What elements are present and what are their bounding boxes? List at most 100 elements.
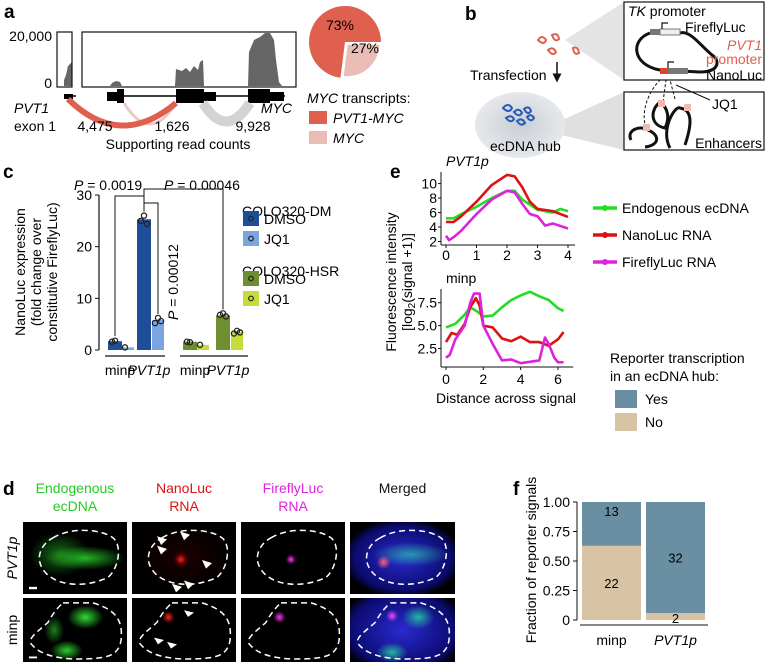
- legend-swatch-no: [615, 413, 637, 431]
- y-tick-label: 0.50: [543, 553, 570, 569]
- data-point: [236, 329, 244, 336]
- nucleus-outline: [358, 603, 450, 659]
- pvalue-3: P = 0.00012: [165, 244, 181, 320]
- pvt1-exon: [64, 94, 73, 99]
- pie-label-27: 27%: [351, 40, 379, 56]
- read-count-1: 4,475: [77, 118, 112, 134]
- plot-title: minp: [446, 270, 477, 286]
- panel-f-stacked-bar: Fraction of reporter signals Reporter tr…: [523, 350, 745, 648]
- panel-label-d: d: [3, 479, 15, 500]
- data-point: [111, 337, 119, 344]
- pvt1-promoter-label: PVT1: [727, 37, 762, 53]
- y-tick-label: 0.75: [543, 524, 570, 540]
- panel-a-pie: 73%27%: [308, 5, 381, 78]
- arrowhead-icon: [184, 610, 194, 617]
- myc-exon1: [107, 92, 117, 101]
- fireflyluc-label: FireflyLuc: [685, 19, 746, 35]
- y-tick-label: 8: [429, 190, 437, 206]
- data-point: [186, 338, 194, 346]
- y-tick-0: 0: [44, 75, 52, 91]
- svg-text:Fluorescence intensity: Fluorescence intensity: [383, 212, 399, 351]
- bar-COLO320-DM-JQ1-PVT1p: [152, 320, 164, 350]
- ecdna-icons: [501, 104, 536, 126]
- data-point: [108, 338, 116, 345]
- panel-d-headers: Endogenous ecDNA NanoLuc RNA FireflyLuc RNA Me…: [36, 480, 427, 514]
- x-tick-label: PVT1p: [207, 362, 250, 378]
- x-tick-label: PVT1p: [128, 362, 171, 378]
- data-point: [157, 317, 165, 325]
- y-tick-label: 4: [429, 219, 437, 235]
- y-tick-20000: 20,000: [9, 28, 52, 44]
- zoom-wedge-top: [565, 2, 624, 80]
- junction-arc-myc-exon2-3: [198, 100, 255, 127]
- y-tick-label: 2.5: [418, 341, 438, 357]
- nucleus-outline: [39, 530, 118, 584]
- micrograph-minp-2: [132, 598, 236, 662]
- column-header: RNA: [278, 498, 308, 514]
- read-count-3: 9,928: [235, 118, 270, 134]
- column-header: NanoLuc: [156, 480, 212, 496]
- x-tick-label: 4: [564, 247, 572, 263]
- nucleus-outline: [30, 603, 121, 659]
- y-tick-label: 0.25: [543, 583, 570, 599]
- scale-bar: [29, 656, 37, 659]
- x-tick-label: 2: [479, 371, 487, 387]
- pie-slice-pvt1-myc: [308, 5, 381, 78]
- jq1-inhibitor-line: [675, 84, 711, 101]
- svg-text:(fold change over: (fold change over: [28, 218, 44, 327]
- x-tick-label: 6: [554, 371, 562, 387]
- pie-legend-title: MYC transcripts:: [307, 90, 410, 106]
- nucleus-outline: [248, 603, 339, 659]
- legend-swatch-JQ1: [243, 231, 259, 246]
- legend-label-DMSO: DMSO: [264, 271, 306, 287]
- coverage-box-myc: [81, 31, 297, 88]
- row-label-pvt1p: PVT1p: [4, 536, 20, 579]
- arrowhead-icon: [202, 559, 212, 569]
- x-tick-label: 0: [442, 371, 450, 387]
- bar-PVT1p-no: [646, 613, 705, 620]
- data-point: [196, 341, 204, 349]
- legend-label-yes: Yes: [645, 391, 668, 407]
- arrowhead-icon: [157, 536, 167, 545]
- significance-bracket-2: [143, 188, 224, 310]
- y-tick-label: 20: [76, 239, 92, 255]
- legend-label-myc: MYC: [333, 130, 365, 146]
- y-tick-label: 1.00: [543, 494, 570, 510]
- panel-label-b: b: [465, 4, 477, 25]
- legend-swatch-yes: [615, 390, 637, 408]
- legend-label-pvt1-myc: PVT1-MYC: [333, 110, 405, 126]
- legend-swatch-JQ1: [243, 291, 259, 306]
- data-point: [183, 338, 191, 345]
- enhancers-label: Enhancers: [695, 135, 762, 151]
- nucleus-outline: [257, 530, 336, 584]
- arrowhead-icon: [154, 637, 164, 645]
- jq1-label: JQ1: [712, 96, 738, 112]
- legend-label: Endogenous ecDNA: [622, 200, 750, 216]
- panel-e-line-charts: Fluorescence intensity [log2(signal +1)]…: [383, 153, 750, 406]
- scale-bar: [29, 586, 37, 590]
- micrograph-pvt1p-1: [23, 522, 127, 594]
- arrowhead-icon: [157, 545, 167, 555]
- legend-label: FireflyLuc RNA: [622, 254, 717, 270]
- y-tick-label: 10: [76, 290, 92, 306]
- panel-c-bar-chart: NanoLuc expression (fold change over con…: [12, 177, 339, 378]
- x-tick-label: minp: [596, 632, 627, 648]
- x-tick-label: 1: [473, 247, 481, 263]
- y-tick-label: 0: [84, 342, 92, 358]
- legend-label-JQ1: JQ1: [264, 231, 290, 247]
- arrowhead-icon: [184, 580, 194, 590]
- x-tick-label: 0: [442, 247, 450, 263]
- bar-COLO320-HSR-JQ1-minp: [197, 344, 209, 350]
- x-tick-label: 3: [534, 247, 542, 263]
- pie-legend: MYC transcripts: PVT1-MYC MYC: [307, 90, 410, 146]
- data-point: [143, 220, 151, 228]
- column-header: ecDNA: [53, 498, 98, 514]
- panel-label-a: a: [4, 2, 15, 23]
- bar-COLO320-HSR-DMSO-minp: [183, 341, 197, 350]
- nanoluc-label: NanoLuc: [706, 67, 762, 83]
- svg-text:NanoLuc expression: NanoLuc expression: [12, 208, 28, 336]
- y-tick-label: 7.5: [418, 295, 438, 311]
- line-endogenous-ecdna: [445, 290, 565, 329]
- bar-COLO320-DM-JQ1-minp: [122, 347, 134, 350]
- bar-count-label: 2: [672, 611, 679, 626]
